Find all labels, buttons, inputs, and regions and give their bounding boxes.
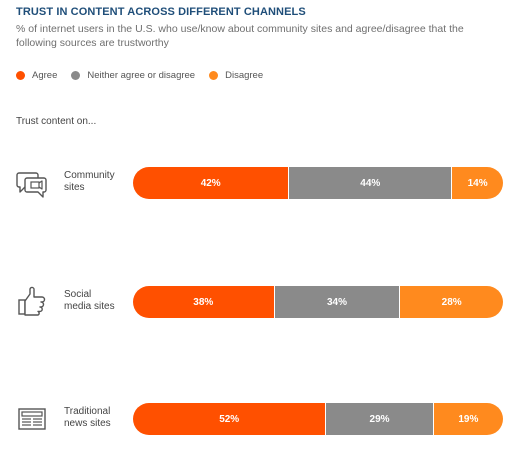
legend-label-disagree: Disagree — [225, 69, 264, 81]
legend-label-neither: Neither agree or disagree — [87, 69, 196, 81]
category-label: Community sites — [64, 170, 132, 194]
legend-item-neither: Neither agree or disagree — [71, 70, 195, 81]
stacked-bar: 38% 34% 28% — [133, 286, 503, 318]
bar-segment-neither-agree-or-disagree: 44% — [288, 167, 452, 199]
bar-segment-disagree: 19% — [432, 403, 503, 435]
category-label-line: Social — [64, 289, 92, 300]
bar-segment-disagree: 28% — [399, 286, 503, 318]
stacked-bar: 42% 44% 14% — [133, 167, 503, 199]
bar-segment-neither-agree-or-disagree: 29% — [325, 403, 433, 435]
chat-bubbles-icon — [16, 172, 47, 198]
chart-row-community-sites: Community sites 42% 44% 14% — [0, 166, 520, 200]
category-label: Social media sites — [64, 289, 132, 313]
category-label-line: media sites — [64, 301, 115, 312]
category-label-line: news sites — [64, 418, 111, 429]
legend-item-agree: Agree — [16, 70, 57, 81]
legend-label-agree: Agree — [32, 69, 58, 81]
category-label-line: sites — [64, 182, 85, 193]
legend-swatch-agree — [16, 70, 25, 80]
category-label-line: Community — [64, 170, 115, 181]
chart-title: TRUST IN CONTENT ACROSS DIFFERENT CHANNE… — [16, 6, 306, 18]
bar-segment-agree: 42% — [133, 167, 289, 199]
category-label-line: Traditional — [64, 406, 111, 417]
data-label: 52% — [219, 413, 240, 425]
stacked-bar: 52% 29% 19% — [133, 403, 503, 435]
data-label: 29% — [369, 413, 390, 425]
data-label: 42% — [200, 177, 221, 189]
bar-segment-agree: 52% — [133, 403, 326, 435]
legend: Agree Neither agree or disagree Disagree — [16, 68, 277, 82]
data-label: 14% — [467, 177, 488, 189]
prompt-label: Trust content on... — [16, 116, 97, 127]
data-label: 34% — [326, 296, 347, 308]
legend-swatch-neither — [71, 70, 81, 80]
newspaper-icon — [18, 408, 46, 430]
chart-subtitle: % of internet users in the U.S. who use/… — [16, 23, 464, 49]
bar-segment-disagree: 14% — [451, 167, 503, 199]
data-label: 28% — [441, 296, 462, 308]
category-label: Traditional news sites — [64, 406, 132, 430]
thumbs-up-icon — [18, 286, 46, 316]
chart-row-traditional-news-sites: Traditional news sites 52% 29% 19% — [0, 402, 520, 436]
data-label: 38% — [193, 296, 214, 308]
legend-item-disagree: Disagree — [209, 70, 263, 81]
data-label: 44% — [360, 177, 381, 189]
data-label: 19% — [458, 413, 479, 425]
bar-segment-agree: 38% — [133, 286, 274, 318]
chart-row-social-media-sites: Social media sites 38% 34% 28% — [0, 285, 520, 319]
legend-swatch-disagree — [209, 70, 219, 80]
bar-segment-neither-agree-or-disagree: 34% — [273, 286, 400, 318]
